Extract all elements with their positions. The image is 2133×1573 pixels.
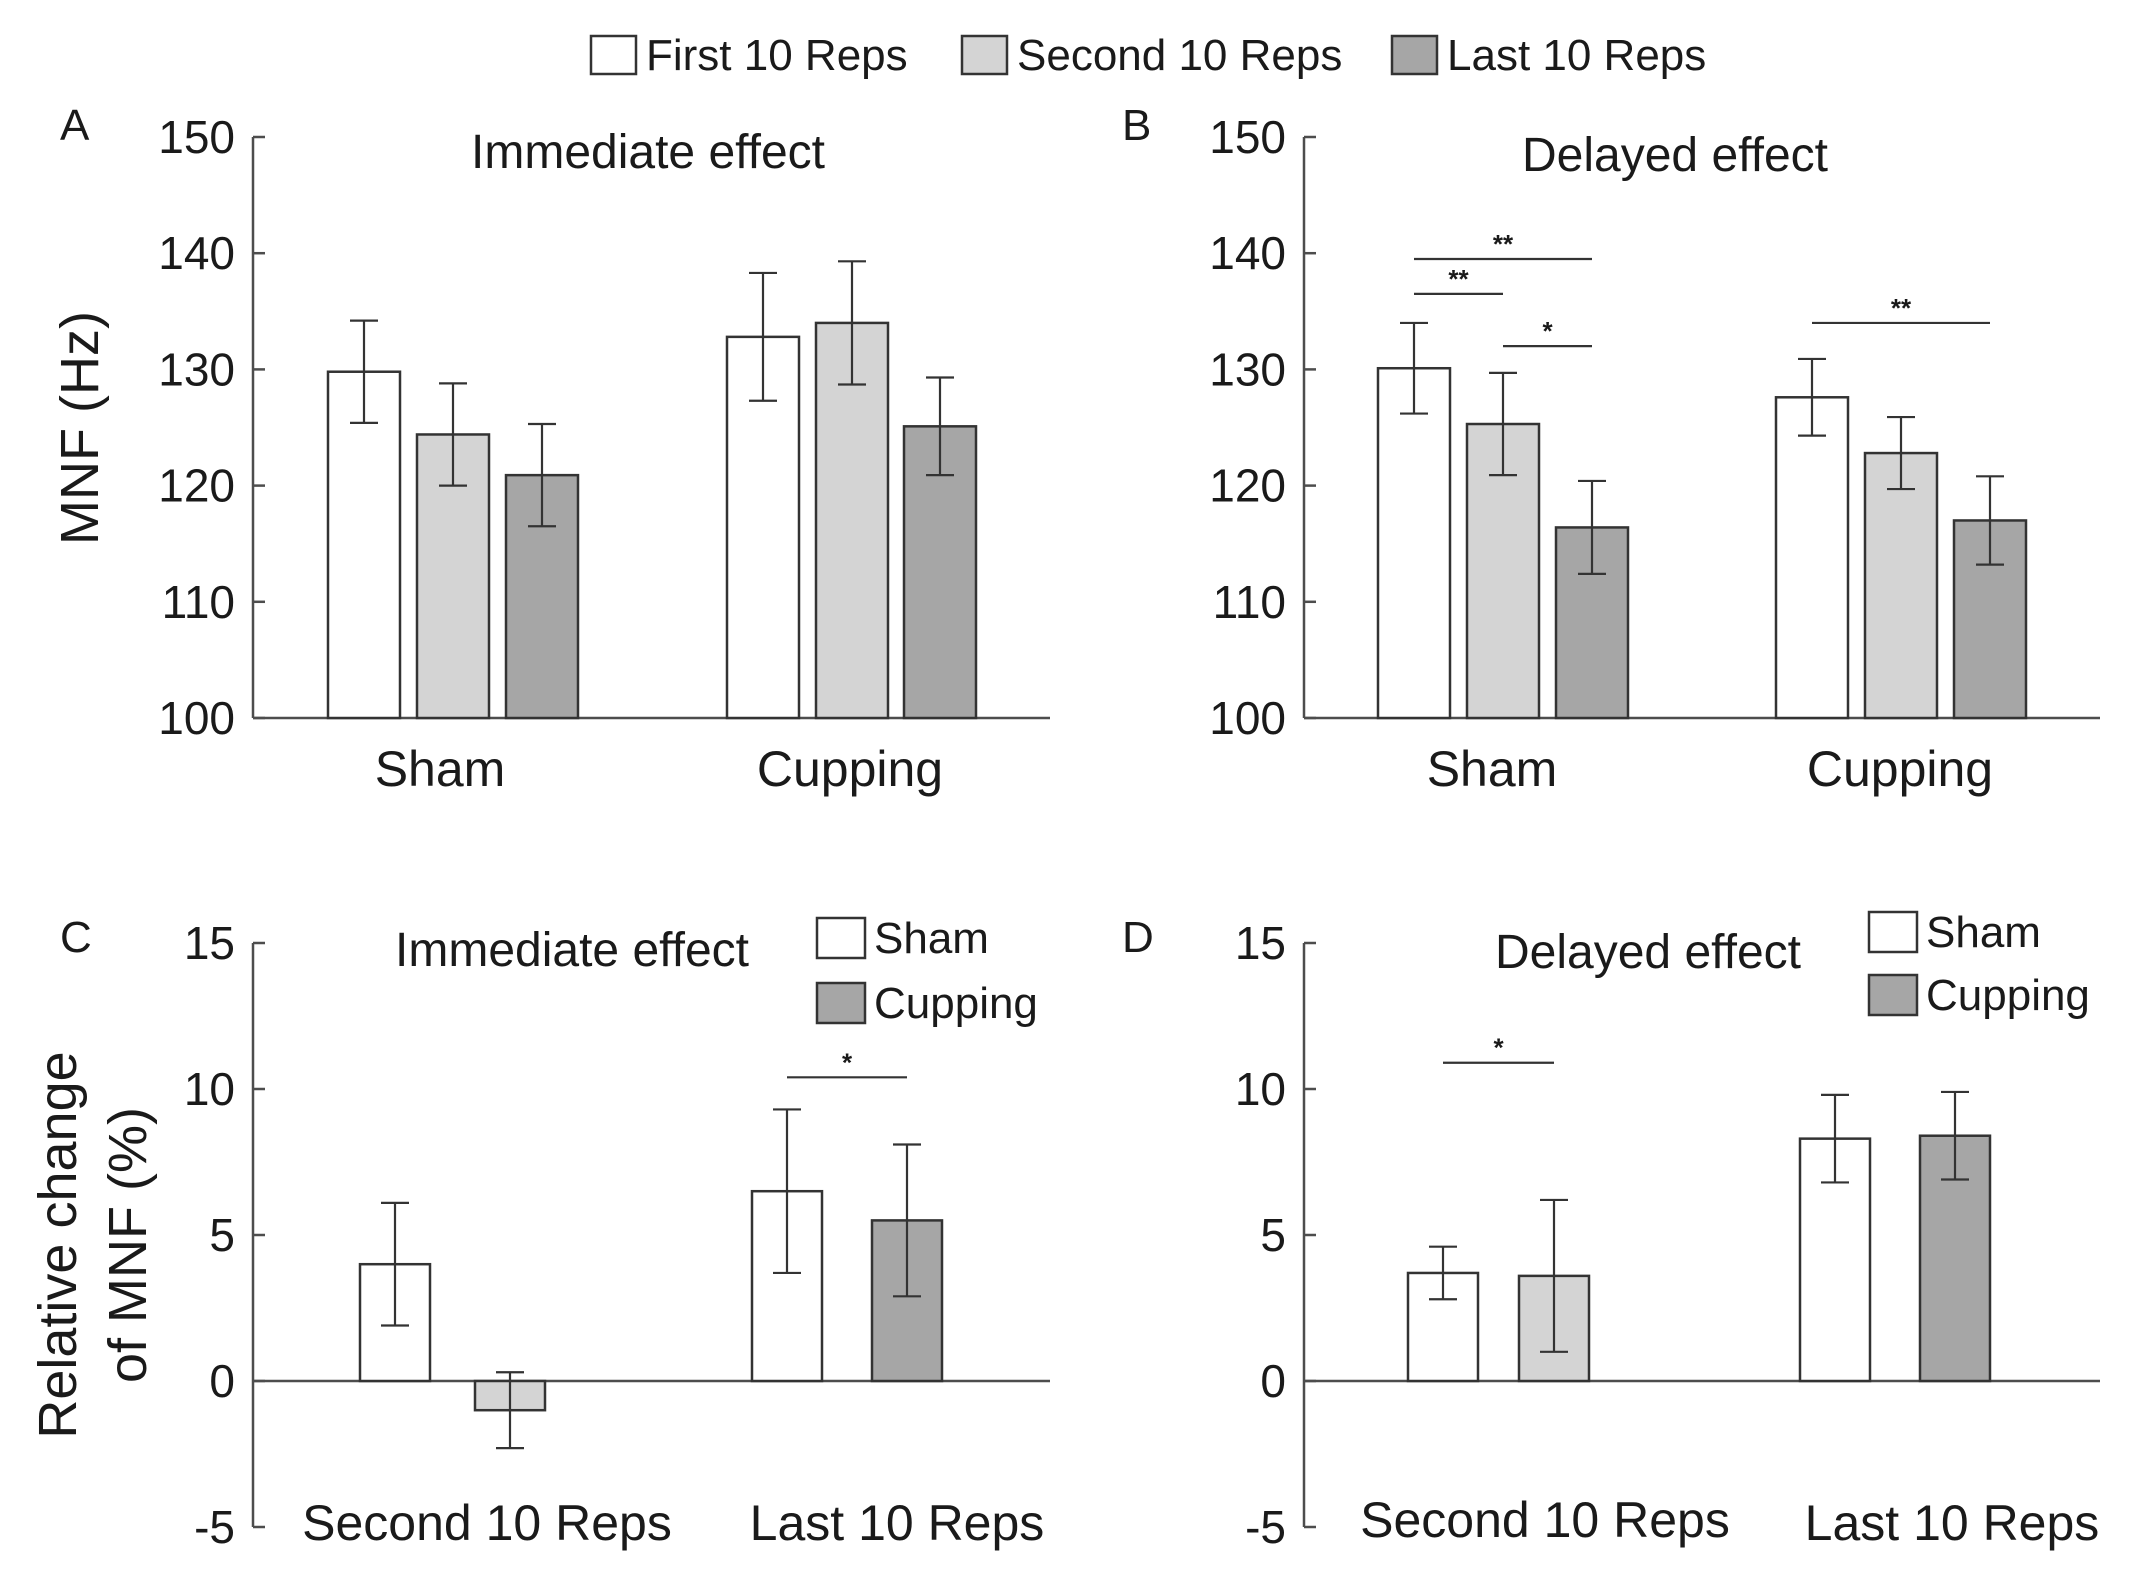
panel-d-y-tick-label: 0 <box>1260 1355 1286 1407</box>
panel-d-y-tick-label: 15 <box>1235 917 1286 969</box>
panel-c-category-last: Last 10 Reps <box>750 1495 1045 1551</box>
panel-a-title: Immediate effect <box>471 126 825 179</box>
panel-d-legend-swatch-cupping <box>1867 973 1919 1017</box>
panel-d-y-tick-label: 10 <box>1235 1063 1286 1115</box>
panel-b-y-tick-label: 150 <box>1209 111 1286 163</box>
panel-d-category-last: Last 10 Reps <box>1805 1495 2100 1551</box>
panel-d: D Delayed effect -5 0 5 10 15 * Second 10 Re… <box>1122 908 2100 1553</box>
panel-b-significance-label: * <box>1542 316 1553 346</box>
panel-d-significance-label: * <box>1493 1033 1504 1063</box>
panel-d-legend-swatch-sham <box>1867 910 1919 954</box>
legend-label-last: Last 10 Reps <box>1447 31 1706 80</box>
panel-b-y-tick-label: 130 <box>1209 343 1286 395</box>
panel-a-category-cupping: Cupping <box>757 741 943 797</box>
panel-b-category-cupping: Cupping <box>1807 741 1993 797</box>
panel-d-y-tick-label: -5 <box>1245 1501 1286 1553</box>
panel-b-significance-label: ** <box>1891 293 1912 323</box>
panel-a-category-sham: Sham <box>375 741 506 797</box>
panel-d-legend: Sham Cupping <box>1867 908 2090 1020</box>
panel-a-y-tick-label: 140 <box>158 227 235 279</box>
panel-a-bar <box>326 370 402 720</box>
panel-c-y-tick-label: 10 <box>184 1063 235 1115</box>
panel-c-y-tick-label: 15 <box>184 917 235 969</box>
panel-a-y-tick-label: 110 <box>162 576 235 628</box>
top-legend: First 10 Reps Second 10 Reps Last 10 Rep… <box>589 31 1706 80</box>
panel-c-legend-swatch-sham <box>815 916 867 960</box>
panel-d-legend-label-cupping: Cupping <box>1926 971 2090 1020</box>
panel-a-letter: A <box>60 101 90 150</box>
panel-a-ylabel: MNF (Hz) <box>50 311 110 545</box>
panel-b-bar <box>1774 396 1850 720</box>
panel-a-y-tick-label: 130 <box>158 343 235 395</box>
panel-c-legend: Sham Cupping <box>815 914 1038 1028</box>
panel-b-y-tick-label: 120 <box>1209 460 1286 512</box>
legend-swatch-second <box>960 34 1009 76</box>
panel-c-significance-label: * <box>842 1047 853 1077</box>
panel-a-marks <box>326 260 978 720</box>
panel-c-title: Immediate effect <box>395 924 749 977</box>
panel-b-category-sham: Sham <box>1427 741 1558 797</box>
panel-b-y-tick-label: 140 <box>1209 227 1286 279</box>
panel-a-y-tick-label: 120 <box>158 460 235 512</box>
panel-a-axes: 100 110 120 130 140 150 <box>158 111 1050 744</box>
panel-c-axes: -5 0 5 10 15 <box>184 917 1050 1553</box>
panel-c-legend-swatch-cupping <box>815 981 867 1025</box>
panel-c-marks: * <box>358 1047 944 1450</box>
panel-c-ylabel-line2: of MNF (%) <box>98 1107 158 1383</box>
panel-c-legend-label-sham: Sham <box>874 914 989 963</box>
panel-b-significance-label: ** <box>1493 229 1514 259</box>
panel-c-y-tick-label: 0 <box>209 1355 235 1407</box>
panel-b-marks: ******* <box>1376 229 2028 720</box>
panel-d-marks: * <box>1406 1033 1992 1383</box>
panel-c-letter: C <box>60 913 92 962</box>
legend-label-first: First 10 Reps <box>646 31 908 80</box>
panel-c-y-tick-label: -5 <box>194 1501 235 1553</box>
panel-b-significance-label: ** <box>1448 264 1469 294</box>
panel-a: A Immediate effect MNF (Hz) 100 110 120 130… <box>50 101 1050 797</box>
panel-b-letter: B <box>1122 101 1151 150</box>
panel-b-bar <box>1863 451 1939 720</box>
panel-d-legend-label-sham: Sham <box>1926 908 2041 957</box>
panel-d-category-second: Second 10 Reps <box>1360 1492 1730 1548</box>
legend-swatch-last <box>1390 34 1439 76</box>
panel-b-y-tick-label: 100 <box>1209 692 1286 744</box>
panel-c: C Immediate effect Relative change of MN… <box>28 913 1050 1553</box>
panel-d-letter: D <box>1122 913 1154 962</box>
panel-c-y-tick-label: 5 <box>209 1209 235 1261</box>
panel-d-y-tick-label: 5 <box>1260 1209 1286 1261</box>
panel-c-ylabel-line1: Relative change <box>28 1051 88 1438</box>
panel-a-y-tick-label: 150 <box>158 111 235 163</box>
panel-a-bar <box>814 321 890 720</box>
panel-c-legend-label-cupping: Cupping <box>874 979 1038 1028</box>
panel-b-title: Delayed effect <box>1522 129 1828 182</box>
panel-a-y-tick-label: 100 <box>158 692 235 744</box>
panel-b-bar <box>1376 366 1452 720</box>
legend-swatch-first <box>589 34 638 76</box>
panel-b-y-tick-label: 110 <box>1213 576 1286 628</box>
panel-d-title: Delayed effect <box>1495 926 1801 979</box>
legend-label-second: Second 10 Reps <box>1017 31 1342 80</box>
panel-c-category-second: Second 10 Reps <box>302 1495 672 1551</box>
